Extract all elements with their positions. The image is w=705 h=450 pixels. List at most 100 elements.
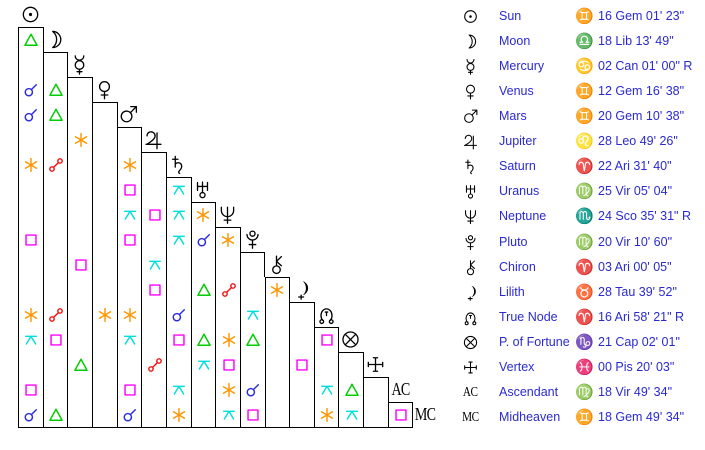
aspect-cell-neptune-venus (91, 202, 118, 228)
planet-name: True Node (499, 309, 558, 324)
square-icon (319, 332, 335, 348)
true-node-icon (314, 302, 339, 327)
planet-row-sun: Sun ♊ 16 Gem 01' 23" (458, 4, 705, 29)
conjunction-icon (23, 107, 39, 123)
aspect-cell-true-node-venus (91, 302, 118, 328)
quincunx-icon (171, 382, 187, 398)
planet-name: P. of Fortune (499, 334, 570, 349)
aspect-cell-vertex-lilith (289, 352, 315, 378)
trine-icon (48, 82, 64, 98)
mercury-icon (67, 52, 92, 77)
aspect-cell-jupiter-mercury (67, 127, 93, 153)
sextile-icon (122, 307, 138, 323)
planet-position: 12 Gem 16' 38" (598, 84, 685, 99)
aspect-cell-vertex-neptune (215, 352, 241, 378)
opposition-icon (147, 357, 163, 373)
aspect-cell-lilith-jupiter (141, 277, 167, 303)
saturn-icon (166, 152, 191, 177)
aspect-cell-vertex-saturn (165, 352, 192, 378)
aspect-cell-chiron-saturn (165, 252, 192, 278)
quincunx-icon (147, 257, 163, 273)
conjunction-icon (245, 382, 261, 398)
saturn-icon (458, 154, 482, 179)
aspect-cell-fortune-pluto (239, 327, 266, 353)
aspect-cell-uranus-mars (116, 177, 143, 203)
quincunx-icon (196, 357, 212, 373)
aspect-cell-ascendant-mercury (67, 377, 93, 403)
aspect-cell-ascendant-pluto (239, 377, 266, 403)
quincunx-icon (23, 332, 39, 348)
aspect-cell-lilith-sun (18, 277, 44, 303)
aspect-cell-lilith-saturn (165, 277, 192, 303)
aspect-cell-fortune-mars (116, 327, 143, 353)
opposition-icon (48, 307, 64, 323)
trine-icon (196, 332, 212, 348)
aspect-cell-ascendant-fortune (338, 377, 365, 403)
square-icon (73, 257, 89, 273)
sextile-icon (221, 332, 237, 348)
aspect-cell-moon-sun (18, 27, 44, 53)
zodiac-sign-leo-icon: ♌ (575, 133, 594, 151)
aspect-cell-pluto-mars (116, 227, 143, 253)
true-node-icon (458, 305, 482, 330)
aspect-cell-chiron-moon (42, 252, 69, 278)
aspect-cell-true-node-moon (42, 302, 69, 328)
aspect-cell-pluto-venus (91, 227, 118, 253)
quincunx-icon (122, 207, 138, 223)
square-icon (122, 232, 138, 248)
aspect-cell-lilith-pluto (239, 277, 266, 303)
aspect-cell-vertex-chiron (264, 352, 291, 378)
zodiac-sign-cap-icon: ♑ (575, 333, 594, 351)
square-icon (147, 282, 163, 298)
planet-row-fortune: P. of Fortune ♑ 21 Cap 02' 01" (458, 330, 705, 355)
aspect-cell-true-node-lilith (289, 302, 315, 328)
aspect-cell-chiron-jupiter (141, 252, 167, 278)
trine-icon (73, 357, 89, 373)
zodiac-sign-gem-icon: ♊ (575, 108, 594, 126)
aspect-cell-saturn-mars (116, 152, 143, 178)
aspect-cell-saturn-moon (42, 152, 69, 178)
sextile-icon (221, 382, 237, 398)
venus-icon (458, 79, 482, 104)
planet-position: 24 Sco 35' 31" R (598, 209, 691, 224)
sextile-icon (319, 407, 335, 423)
planet-name: Lilith (499, 284, 525, 299)
aspect-cell-true-node-neptune (215, 302, 241, 328)
aspect-cell-uranus-jupiter (141, 177, 167, 203)
vertex-icon (363, 352, 388, 377)
quincunx-icon (122, 332, 138, 348)
sun-icon (458, 4, 482, 29)
zodiac-sign-gem-icon: ♊ (575, 408, 594, 426)
opposition-icon (221, 282, 237, 298)
square-icon (147, 207, 163, 223)
aspect-cell-vertex-fortune (338, 352, 365, 378)
zodiac-sign-lib-icon: ♎ (575, 33, 594, 51)
trine-icon (196, 282, 212, 298)
aspect-cell-midheaven-vertex (363, 402, 389, 428)
planet-position: 00 Pis 20' 03" (598, 359, 675, 374)
trine-icon (48, 407, 64, 423)
aspect-cell-true-node-pluto (239, 302, 266, 328)
jupiter-icon (458, 129, 482, 154)
zodiac-sign-ari-icon: ♈ (575, 308, 594, 326)
planet-row-chiron: Chiron ♈ 03 Ari 00' 05" (458, 255, 705, 280)
zodiac-sign-ari-icon: ♈ (575, 258, 594, 276)
planet-name: Mercury (499, 59, 545, 74)
aspect-cell-fortune-lilith (289, 327, 315, 353)
aspect-cell-jupiter-sun (18, 127, 44, 153)
planet-name: Mars (499, 109, 527, 124)
aspect-cell-saturn-venus (91, 152, 118, 178)
planet-name: Sun (499, 9, 522, 23)
planet-name: Midheaven (499, 409, 561, 424)
aspect-cell-midheaven-chiron (264, 402, 291, 428)
aspect-cell-mars-venus (91, 102, 118, 128)
aspect-cell-fortune-moon (42, 327, 69, 353)
planet-name: Ascendant (499, 384, 559, 399)
aspect-cell-fortune-jupiter (141, 327, 167, 353)
aspect-cell-fortune-venus (91, 327, 118, 353)
lilith-icon (289, 277, 314, 302)
aspect-cell-midheaven-mars (116, 402, 143, 428)
conjunction-icon (23, 407, 39, 423)
aspect-cell-venus-sun (18, 77, 44, 103)
